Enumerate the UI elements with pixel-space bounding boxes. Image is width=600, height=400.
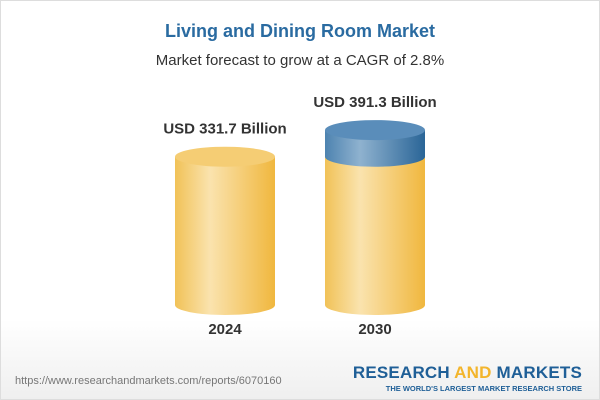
bar-2030-growth-top bbox=[325, 120, 425, 141]
bar-2030-growth bbox=[325, 130, 425, 167]
x-tick-label: 2030 bbox=[358, 321, 391, 338]
x-tick-label: 2024 bbox=[208, 321, 242, 338]
source-url[interactable]: https://www.researchandmarkets.com/repor… bbox=[15, 375, 282, 387]
bar-2030-base bbox=[325, 156, 425, 315]
chart-title: Living and Dining Room Market bbox=[164, 21, 435, 41]
bar-2024 bbox=[175, 156, 275, 315]
data-label: USD 331.7 Billion bbox=[163, 121, 286, 138]
logo-tagline: THE WORLD'S LARGEST MARKET RESEARCH STOR… bbox=[385, 384, 582, 393]
bar-2024-top bbox=[175, 146, 275, 167]
data-label: USD 391.3 Billion bbox=[313, 94, 436, 111]
chart-subtitle: Market forecast to grow at a CAGR of 2.8… bbox=[155, 52, 445, 69]
research-and-markets-logo: RESEARCH AND MARKETS THE WORLD'S LARGEST… bbox=[352, 363, 582, 393]
